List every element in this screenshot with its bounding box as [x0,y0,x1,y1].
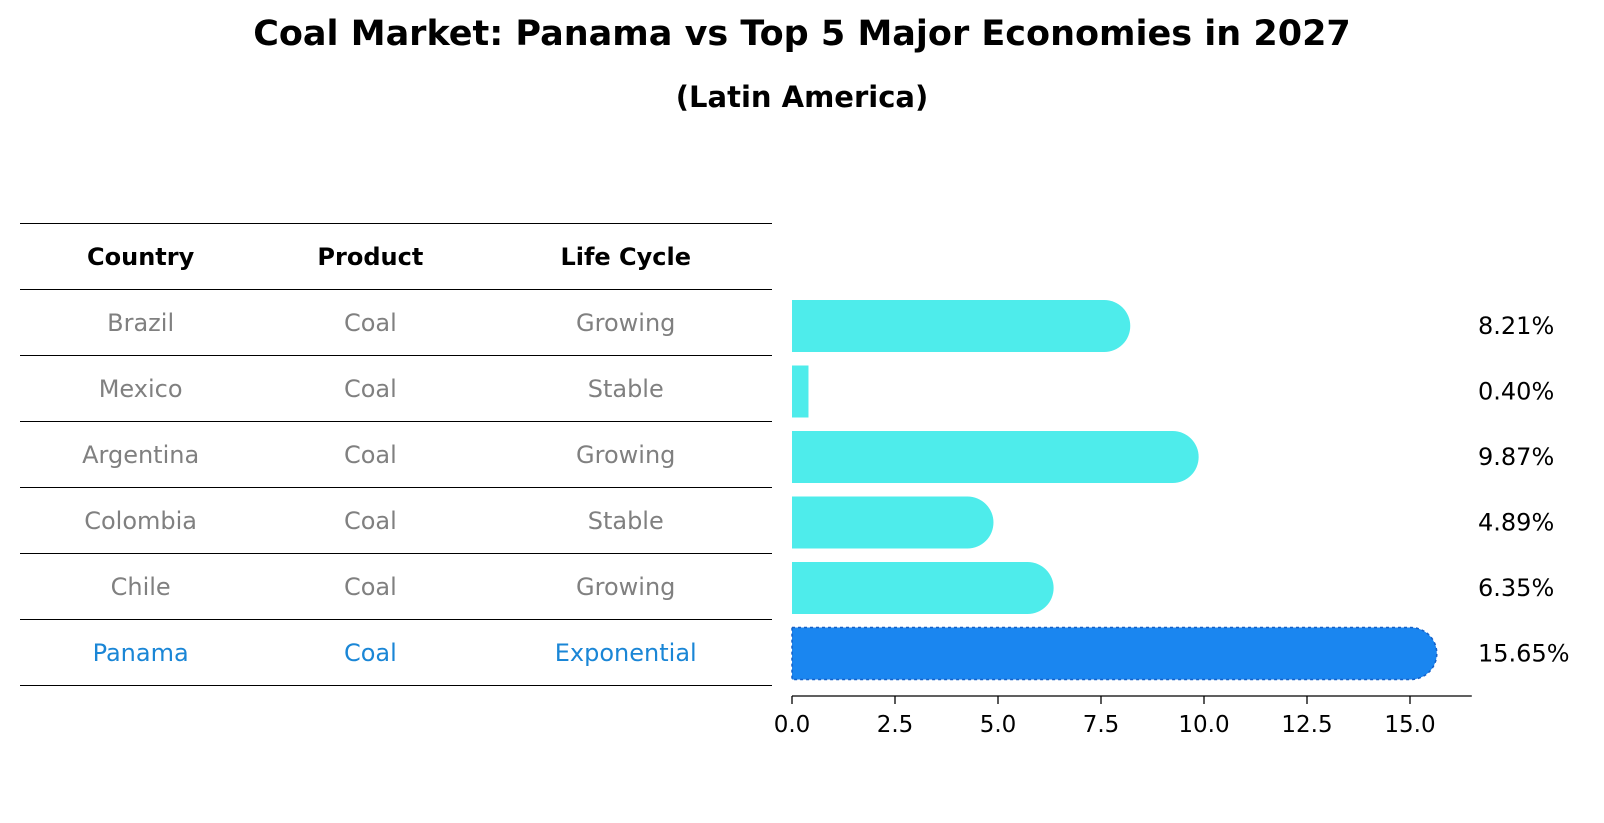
chart-title: Coal Market: Panama vs Top 5 Major Econo… [253,14,1351,54]
data-label: 6.35% [1478,574,1554,602]
bar-mexico [792,365,809,418]
data-label: 9.87% [1478,443,1554,471]
x-tick-label: 2.5 [877,712,914,738]
x-tick-label: 10.0 [1178,712,1229,738]
cell-life-cycle: Growing [479,553,772,620]
x-tick-label: 5.0 [980,712,1017,738]
bar-brazil [792,300,1131,352]
cell-country: Brazil [20,289,262,356]
bar-panama [791,626,1438,681]
cell-country: Argentina [20,421,262,488]
bar-colombia [792,496,994,549]
data-label: 8.21% [1478,312,1554,340]
header-life-cycle: Life Cycle [479,223,772,290]
cell-life-cycle: Growing [479,421,772,488]
country-table: Country Product Life Cycle Brazil Coal G… [20,223,772,686]
data-label: 0.40% [1478,378,1554,406]
header-product: Product [261,223,480,290]
cell-product: Coal [261,421,480,488]
table-header-row: Country Product Life Cycle [20,223,772,290]
data-label: 15.65% [1478,640,1570,668]
cell-life-cycle: Exponential [479,619,772,686]
cell-country: Panama [20,619,262,686]
cell-life-cycle: Stable [479,487,772,554]
cell-country: Mexico [20,355,262,422]
cell-life-cycle: Growing [479,289,772,356]
table-row-highlight: Panama Coal Exponential [20,619,772,686]
x-tick-label: 15.0 [1384,712,1435,738]
cell-life-cycle: Stable [479,355,772,422]
bar-chile [792,562,1054,614]
header-country: Country [20,223,262,290]
data-label: 4.89% [1478,509,1554,537]
cell-product: Coal [261,553,480,620]
cell-product: Coal [261,355,480,422]
x-tick-label: 0.0 [774,712,811,738]
table-row: Chile Coal Growing [20,553,772,620]
bar-argentina [792,431,1199,483]
cell-country: Chile [20,553,262,620]
cell-product: Coal [261,487,480,554]
x-tick-label: 12.5 [1281,712,1332,738]
table-row: Brazil Coal Growing [20,289,772,356]
x-tick-label: 7.5 [1083,712,1120,738]
cell-product: Coal [261,619,480,686]
chart-subtitle: (Latin America) [675,80,929,114]
cell-country: Colombia [20,487,262,554]
cell-product: Coal [261,289,480,356]
table-row: Mexico Coal Stable [20,355,772,422]
table-row: Colombia Coal Stable [20,487,772,554]
table-row: Argentina Coal Growing [20,421,772,488]
